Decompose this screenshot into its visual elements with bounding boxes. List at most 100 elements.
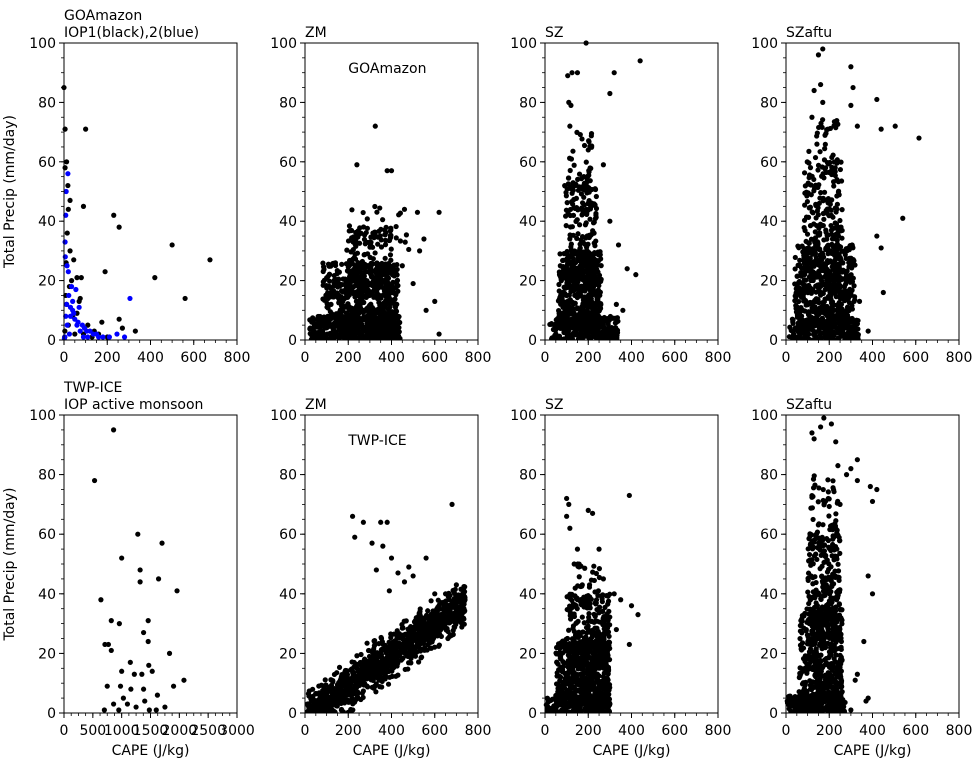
data-point [386,646,392,652]
data-point [818,318,824,324]
data-point [829,236,836,242]
data-point [155,576,162,582]
data-point [585,147,591,153]
data-point [349,659,355,665]
data-point [814,141,820,147]
x-tick-label: 600 [421,350,448,366]
data-point [802,202,808,208]
data-point [804,231,811,237]
data-point [564,331,570,337]
data-point [566,175,572,181]
data-point [790,320,796,326]
data-point [820,46,826,52]
data-point [569,336,575,340]
data-point [586,168,592,174]
data-point [814,208,821,214]
data-point [77,295,83,302]
data-point [459,624,465,630]
data-point [116,707,122,713]
data-point [389,272,396,278]
data-point [64,230,70,236]
data-point [346,223,353,229]
data-point [398,643,404,649]
y-tick-label: 100 [29,36,56,52]
data-point [592,276,598,282]
data-point [108,647,114,654]
data-point [812,154,819,161]
x-tick-label: 800 [705,350,732,366]
data-point [841,290,848,296]
data-point [127,295,133,302]
data-point [595,287,601,293]
data-point [338,330,344,337]
data-point [387,674,393,680]
data-point [367,244,373,250]
data-point [558,278,564,284]
data-point [377,293,383,299]
data-point [324,304,330,310]
data-point [798,294,805,300]
y-tick-label: 40 [279,214,297,230]
y-tick-label: 80 [38,95,56,111]
data-point [571,162,577,168]
data-point [611,70,617,76]
data-point [145,638,151,645]
data-point [348,259,354,265]
data-point [814,322,821,328]
data-point [825,242,831,248]
data-point [346,283,352,290]
data-point [116,316,122,322]
data-point [137,567,143,573]
data-point [423,307,429,313]
data-point [366,269,372,275]
data-point [810,286,816,293]
data-point [323,697,329,703]
data-point [403,618,409,624]
data-point [384,519,390,525]
data-point [146,707,152,713]
data-point [76,304,82,310]
data-point [568,102,574,108]
data-point [332,261,338,267]
data-point [586,138,592,144]
data-point [805,309,811,315]
data-point [824,273,830,279]
data-point [587,216,593,222]
data-point [856,298,863,304]
data-point [74,322,80,328]
data-point [320,296,326,302]
data-point [411,647,417,654]
data-point [586,172,592,178]
data-point [792,266,798,272]
data-point [432,591,438,597]
data-point [444,616,450,623]
data-point [320,260,326,266]
data-point [806,336,812,340]
data-point [556,308,562,314]
data-point [832,251,838,257]
data-point [358,305,364,311]
x-tick-label: 400 [378,350,405,366]
data-point [874,233,880,239]
data-point [607,328,613,334]
data-point [380,543,386,549]
data-point [338,707,345,713]
data-point [450,631,456,638]
data-point [565,73,571,79]
data-point [558,301,564,307]
data-point [410,573,416,579]
data-point [831,119,838,125]
x-tick-label: 600 [661,350,688,366]
data-point [814,133,820,139]
data-point [362,232,368,238]
data-point [829,154,835,160]
data-point [83,126,89,132]
data-point [836,243,843,249]
data-point [335,279,341,285]
points-layer [786,46,922,340]
y-tick-label: 0 [769,333,778,349]
data-point [121,334,128,340]
data-point [379,260,385,267]
data-point [336,683,342,690]
